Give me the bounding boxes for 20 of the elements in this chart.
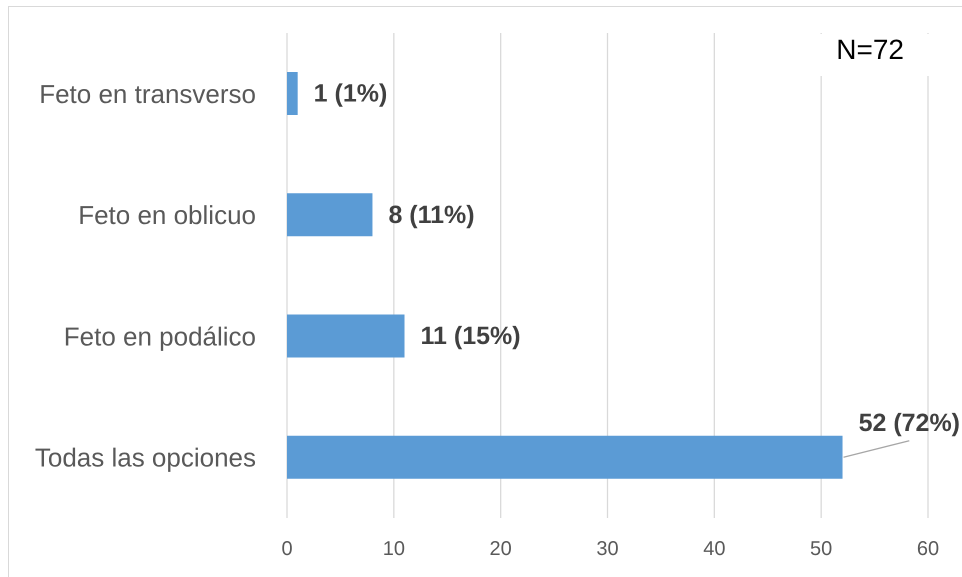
bar <box>287 436 843 479</box>
bar <box>287 72 298 115</box>
bar <box>287 193 372 236</box>
data-label: 1 (1%) <box>314 80 388 108</box>
y-tick-label: Feto en podálico <box>64 321 256 352</box>
x-tick-label: 0 <box>281 538 293 560</box>
y-tick-label: Todas las opciones <box>34 442 256 473</box>
x-tick-label: 60 <box>916 538 940 560</box>
x-tick-label: 50 <box>810 538 832 560</box>
y-tick-label: Feto en transverso <box>39 78 256 109</box>
data-label: 52 (72%) <box>858 408 960 437</box>
x-tick-label: 10 <box>382 538 405 560</box>
y-tick-label: Feto en oblicuo <box>78 200 256 230</box>
annotation: N=72 <box>816 34 935 76</box>
x-tick-label: 40 <box>703 538 726 560</box>
data-label: 8 (11%) <box>388 200 475 229</box>
bar <box>287 314 405 358</box>
x-tick-label: 20 <box>490 538 512 560</box>
data-label: 11 (15%) <box>420 322 521 350</box>
x-tick-label: 30 <box>596 538 619 560</box>
